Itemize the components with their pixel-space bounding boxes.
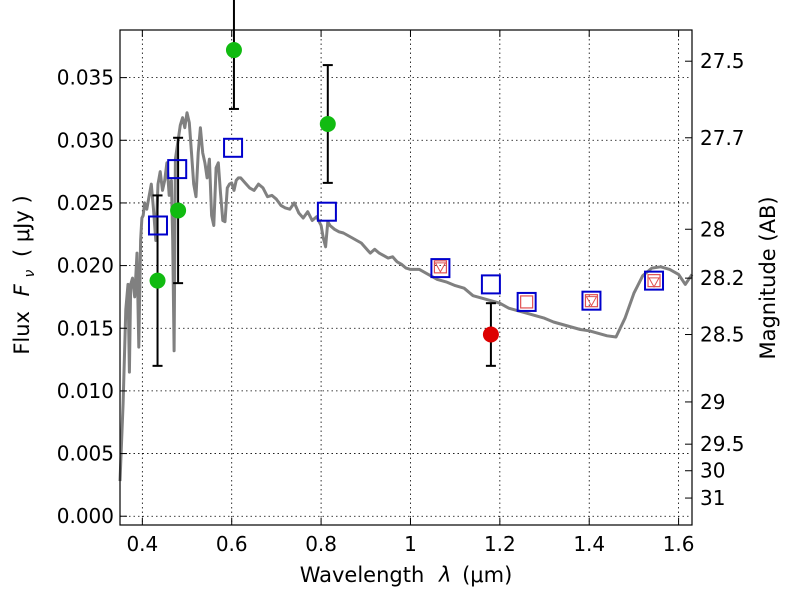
red-data-point: [482, 326, 499, 343]
model-photometry-square: [480, 274, 501, 295]
axis-ticks: [120, 30, 692, 525]
y-tick-label: 0.015: [57, 316, 114, 340]
upper-limit-square: [520, 295, 534, 309]
y-tick-label: 0.025: [57, 191, 114, 215]
magnitude-tick-label: 30: [700, 459, 725, 483]
x-tick-label: 1.4: [573, 532, 605, 556]
y-tick-label: 0.030: [57, 128, 114, 152]
magnitude-tick-label: 31: [700, 486, 725, 510]
model-photometry-square: [167, 159, 188, 180]
magnitude-tick-label: 27.7: [700, 126, 745, 150]
magnitude-tick-label: 28.5: [700, 323, 745, 347]
magnitude-tick-labels: 27.5 27.7 28 28.2 28.5 29 29.5 30 31: [700, 49, 745, 510]
magnitude-tick-label: 29.5: [700, 432, 745, 456]
plot-frame: [119, 29, 693, 526]
y-tick-labels: 0.000 0.005 0.010 0.015 0.020 0.025 0.030 0.035: [57, 66, 114, 529]
upper-limit-triangle: [434, 262, 447, 273]
magnitude-tick-label: 27.5: [700, 49, 745, 73]
green-data-point: [225, 42, 242, 59]
x-tick-label: 0.8: [305, 532, 337, 556]
x-tick-labels: 0.4 0.6 0.8 1 1.2 1.4 1.6: [126, 532, 694, 556]
magnitude-tick-label: 28.2: [700, 266, 745, 290]
y-tick-label: 0.000: [57, 504, 114, 528]
green-data-point: [319, 115, 336, 132]
magnitude-tick-label: 28: [700, 217, 725, 241]
x-tick-label: 1: [404, 532, 417, 556]
x-axis-label: Wavelength λ (μm): [300, 563, 513, 587]
model-photometry-square: [644, 270, 665, 291]
green-data-point: [170, 202, 187, 219]
green-data-point: [149, 272, 166, 289]
y-tick-label: 0.010: [57, 379, 114, 403]
model-photometry-square: [516, 291, 537, 312]
x-tick-label: 0.4: [126, 532, 158, 556]
model-photometry-square: [147, 215, 168, 236]
x-tick-label: 0.6: [216, 532, 248, 556]
model-sed-layer: [118, 111, 694, 482]
x-tick-label: 1.6: [663, 532, 695, 556]
y-tick-label: 0.035: [57, 66, 114, 90]
upper-limit-triangle: [648, 277, 660, 288]
data-markers: [147, 42, 665, 343]
model-photometry-square: [223, 137, 244, 158]
model-photometry-square: [430, 258, 451, 279]
x-tick-label: 1.2: [484, 532, 516, 556]
right-axis-label: Magnitude (AB): [756, 196, 780, 359]
model-photometry-square: [316, 201, 337, 222]
model-photometry-square: [581, 290, 602, 311]
y-tick-label: 0.020: [57, 254, 114, 278]
magnitude-tick-label: 29: [700, 390, 725, 414]
y-axis-label: Flux F ν ( μJy ): [10, 195, 39, 354]
model-sed-line: [118, 111, 694, 482]
upper-limit-triangle: [585, 296, 598, 307]
y-tick-label: 0.005: [57, 442, 114, 466]
